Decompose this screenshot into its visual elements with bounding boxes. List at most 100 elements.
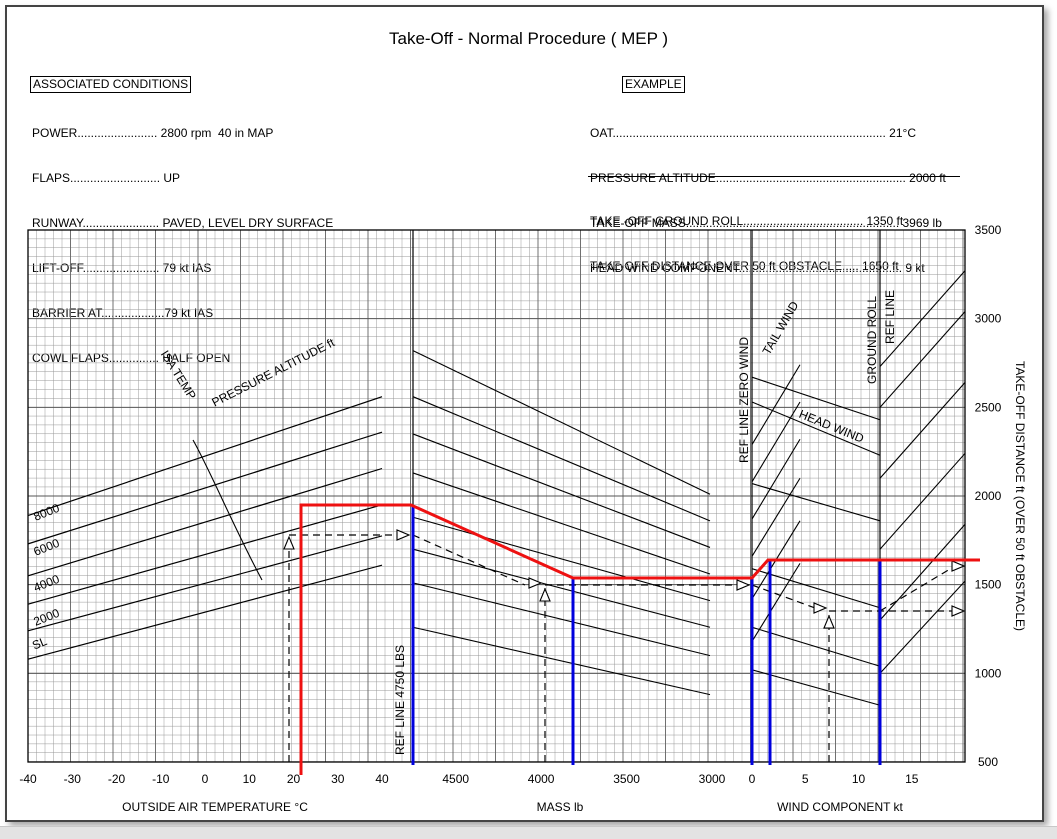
example-path-head-wind (751, 584, 816, 609)
chart-title: Take-Off - Normal Procedure ( MEP ) (388, 29, 668, 48)
arrow-mass-guide (528, 577, 543, 589)
tail-wind-line (751, 364, 801, 445)
associated-conditions-label: ASSOCIATED CONDITIONS (30, 76, 192, 93)
mass-guide-line (412, 548, 711, 628)
tail-wind-label: TAIL WIND (760, 299, 802, 358)
altitude-label: SL (30, 634, 49, 653)
arrow-ref (396, 529, 411, 541)
example-pressure-altitude: PRESSURE ALTITUDE.......................… (590, 171, 946, 185)
example-results: TAKE -OFF GROUND ROLL...................… (590, 184, 903, 289)
arrow-head-wind (813, 602, 828, 614)
example-path-mass-guide (412, 534, 526, 586)
head-wind-line (751, 568, 881, 609)
mass-tick-label: 3500 (613, 772, 640, 786)
tail-wind-line (751, 477, 801, 557)
tail-wind-line (751, 563, 801, 642)
altitude-curve (27, 467, 383, 577)
altitude-label: 6000 (31, 536, 61, 559)
wind-tick-label: 0 (749, 772, 756, 786)
temperature-tick-label: -30 (64, 772, 82, 786)
y-tick-label: 500 (978, 755, 998, 769)
head-wind-line (751, 401, 881, 456)
wind-axis-label: WIND COMPONENT kt (777, 800, 903, 814)
mass-panel-gap (711, 231, 751, 761)
mass-guide-line (412, 516, 711, 602)
ground-roll-line (879, 453, 966, 550)
ref-line-mass-label: REF LINE 4750 LBS (393, 645, 407, 755)
mass-guide-line (412, 472, 711, 575)
temperature-tick-label: -20 (108, 772, 126, 786)
wind-tick-label: 15 (905, 772, 919, 786)
condition-power: POWER........................ 2800 rpm 4… (32, 126, 274, 140)
ground-roll-line (879, 524, 966, 621)
wind-tick-label: 10 (852, 772, 866, 786)
arrow-ground-roll (951, 605, 966, 617)
ground-roll-line (879, 580, 966, 674)
altitude-curve (27, 431, 383, 545)
red-example-path (299, 503, 980, 775)
altitude-label: 8000 (31, 501, 61, 524)
example-label: EXAMPLE (622, 76, 685, 93)
example-separator (588, 176, 960, 177)
ground-roll-line (879, 382, 966, 479)
arrow-zero-wind (736, 579, 751, 591)
y-tick-label: 2500 (975, 400, 1002, 414)
ground-roll-line (879, 311, 966, 408)
chart-frame (5, 5, 1044, 822)
ground-roll-label: GROUND ROLL (865, 296, 879, 384)
head-wind-line (751, 626, 881, 667)
y-tick-label: 1000 (975, 666, 1002, 680)
mass-guide-line (412, 350, 711, 495)
altitude-curve (27, 504, 383, 605)
tail-wind-line (751, 438, 801, 520)
example-oat: OAT.....................................… (590, 126, 916, 140)
mass-tick-label: 4000 (528, 772, 555, 786)
condition-flaps: FLAPS........................... UP (32, 171, 181, 185)
wind-tick-label: 5 (802, 772, 809, 786)
result-ground-roll: TAKE -OFF GROUND ROLL...................… (590, 214, 904, 228)
example-takeoff-mass: TAKE-OFF MASS...........................… (590, 216, 942, 230)
y-tick-label: 1500 (975, 578, 1002, 592)
y-tick-label: 3500 (975, 223, 1002, 237)
arrow-obstacle (951, 560, 966, 572)
mass-tick-label: 4500 (442, 772, 469, 786)
mass-guide-line (412, 626, 711, 696)
plot-border (27, 229, 966, 763)
arrow-oat (283, 535, 295, 550)
example-list: OAT.....................................… (590, 96, 946, 291)
mass-guide-line (412, 433, 711, 548)
temperature-tick-label: 10 (243, 772, 257, 786)
temperature-tick-label: -40 (19, 772, 37, 786)
altitude-curve (27, 564, 383, 660)
temperature-tick-label: 20 (287, 772, 301, 786)
head-wind-line (751, 669, 881, 706)
altitude-curve (27, 535, 383, 632)
head-wind-label: HEAD WIND (797, 407, 866, 446)
head-wind-line (751, 483, 881, 522)
arrow-mass (539, 587, 551, 602)
ground-roll-line (879, 270, 966, 367)
condition-cowl-flaps: COWL FLAPS............... HALF OPEN (32, 351, 231, 365)
condition-runway: RUNWAY....................... PAVED, LEV… (32, 216, 334, 230)
mass-tick-label: 3000 (699, 772, 726, 786)
y-tick-label: 3000 (975, 312, 1002, 326)
altitude-label: 4000 (31, 572, 61, 595)
temperature-tick-label: 30 (331, 772, 345, 786)
tail-wind-line (751, 401, 801, 483)
temperature-tick-label: 40 (375, 772, 389, 786)
example-path-obstacle (879, 565, 956, 612)
head-wind-line (751, 376, 881, 421)
mass-guide-line (412, 396, 711, 522)
arrow-wind (823, 614, 835, 629)
ref-line-label: REF LINE (883, 290, 897, 344)
mass-guide-line (412, 582, 711, 657)
y-axis-label: TAKE-OFF DISTANCE ft (OVER 50 ft OBSTACL… (1013, 361, 1027, 631)
altitude-curve (27, 396, 383, 517)
window-bottom-strip (0, 826, 1057, 839)
mass-axis-label: MASS lb (537, 800, 584, 814)
temperature-axis-label: OUTSIDE AIR TEMPERATURE °C (122, 800, 308, 814)
ref-line-zero-wind-label: REF LINE ZERO WIND (737, 337, 751, 463)
isa-temp-curve (192, 439, 263, 581)
example-head-wind: HEAD WIND COMPONENT.....................… (590, 261, 925, 275)
